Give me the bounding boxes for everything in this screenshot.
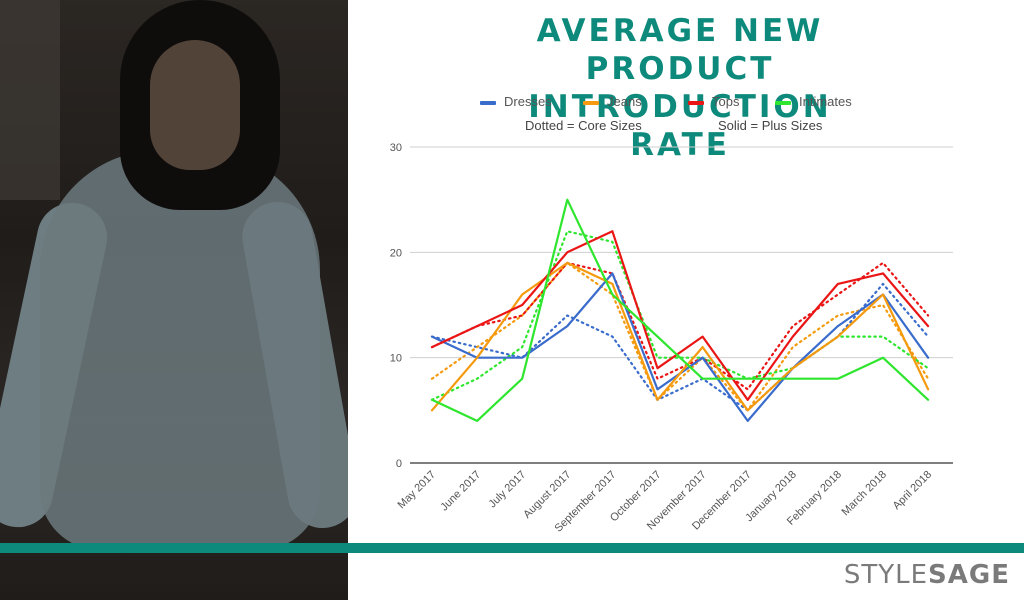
chart-legend: Dresses Jeans Tops Intimates — [470, 94, 890, 112]
y-tick-label-30: 30 — [390, 142, 402, 154]
legend-label-tops: Tops — [712, 94, 740, 109]
legend-swatch-jeans — [583, 100, 599, 105]
note-dotted: Dotted = Core Sizes — [525, 118, 642, 133]
series-dresses-solid — [430, 272, 930, 422]
model-photo — [0, 0, 348, 600]
logo-style: STYLE — [843, 560, 929, 590]
x-tick-label-11: April 2018 — [891, 469, 935, 513]
note-solid: Solid = Plus Sizes — [718, 118, 823, 133]
legend-item-tops: Tops — [688, 94, 739, 109]
series-tops-dotted — [430, 261, 930, 391]
series-intimates-solid — [430, 198, 930, 422]
photo-shade — [0, 0, 348, 600]
legend-label-dresses: Dresses — [504, 94, 552, 109]
legend-label-jeans: Jeans — [607, 94, 642, 109]
y-tick-label-10: 10 — [390, 353, 402, 365]
series-dresses-dotted — [430, 282, 930, 412]
legend-swatch-dresses — [480, 100, 496, 105]
x-tick-label-2: July 2017 — [487, 469, 529, 511]
x-tick-label-10: March 2018 — [840, 469, 890, 519]
logo-sage: SAGE — [928, 560, 1010, 590]
legend-swatch-intimates — [775, 100, 791, 105]
photo-face — [150, 40, 240, 170]
legend-item-dresses: Dresses — [480, 94, 552, 109]
title-line-1: AVERAGE NEW PRODUCT — [536, 13, 824, 87]
series-intimates-dotted — [430, 230, 930, 401]
legend-item-jeans: Jeans — [583, 94, 642, 109]
legend-label-intimates: Intimates — [799, 94, 852, 109]
series-jeans-solid — [430, 261, 930, 412]
brand-logo: STYLESAGE — [844, 560, 1010, 590]
x-tick-label-1: June 2017 — [438, 469, 483, 514]
legend-swatch-tops — [688, 100, 704, 105]
title-line-2: INTRODUCTION RATE — [528, 89, 832, 163]
series-jeans-dotted — [430, 261, 930, 412]
legend-item-intimates: Intimates — [775, 94, 852, 109]
x-tick-label-0: May 2017 — [395, 469, 438, 512]
y-tick-label-0: 0 — [396, 458, 402, 470]
photo-window — [0, 0, 60, 200]
teal-band — [0, 543, 1024, 553]
series-tops-solid — [430, 230, 930, 401]
y-tick-label-20: 20 — [390, 247, 402, 259]
photo-dress — [40, 150, 320, 550]
chart-title: AVERAGE NEW PRODUCT INTRODUCTION RATE — [480, 12, 880, 164]
